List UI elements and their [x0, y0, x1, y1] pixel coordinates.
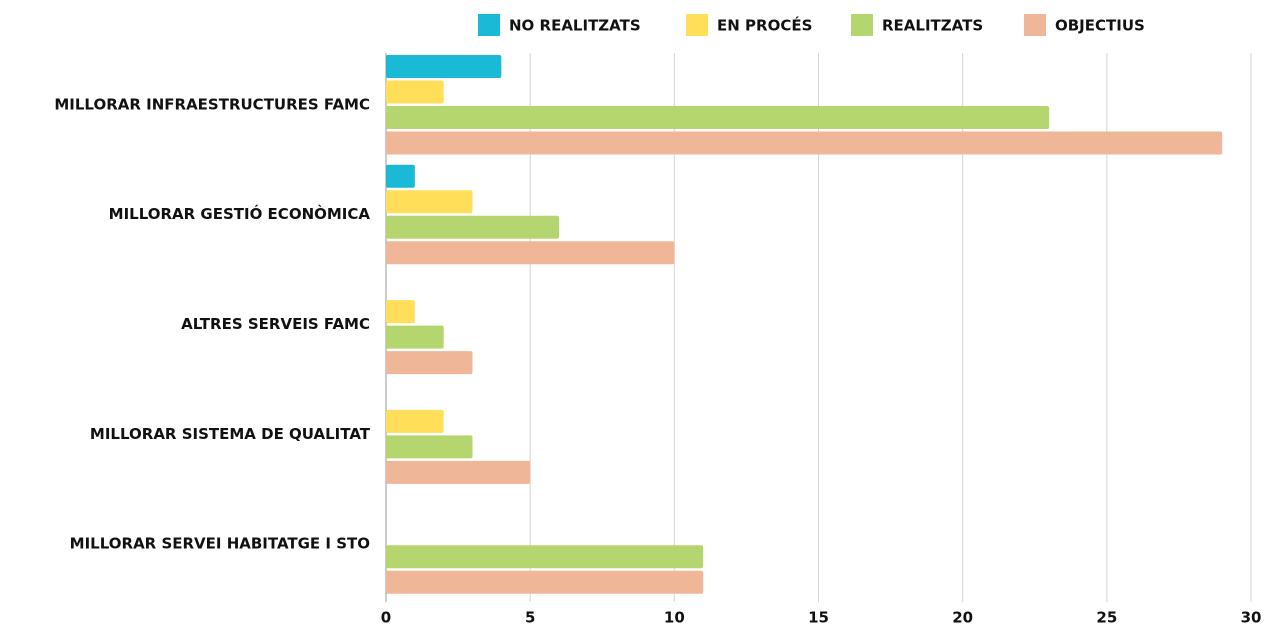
x-tick-label: 30	[1241, 609, 1262, 627]
legend-swatch	[686, 14, 708, 36]
bar	[386, 55, 502, 78]
x-tick-label: 25	[1096, 609, 1117, 627]
x-tick-label: 20	[952, 609, 973, 627]
y-tick-label: MILLORAR SISTEMA DE QUALITAT	[90, 425, 371, 443]
bar	[386, 325, 444, 349]
bar	[386, 435, 473, 459]
bar	[386, 190, 473, 214]
legend-label: OBJECTIUS	[1055, 17, 1145, 35]
bar	[386, 131, 1223, 155]
bar	[386, 164, 415, 188]
x-tick-label: 0	[381, 609, 391, 627]
bar	[386, 300, 415, 324]
bar	[386, 241, 675, 265]
bar	[386, 106, 1050, 129]
bar	[386, 351, 473, 375]
legend-label: REALITZATS	[882, 17, 983, 35]
y-tick-label: ALTRES SERVEIS FAMC	[181, 315, 370, 333]
y-tick-label: MILLORAR SERVEI HABITATGE I STO	[70, 535, 370, 553]
bar	[386, 570, 704, 594]
y-tick-label: MILLORAR INFRAESTRUCTURES FAMC	[54, 95, 370, 113]
y-tick-label: MILLORAR GESTIÓ ECONÒMICA	[109, 204, 371, 223]
x-tick-label: 5	[525, 609, 535, 627]
bar	[386, 215, 559, 239]
bar	[386, 545, 704, 569]
bar	[386, 460, 531, 484]
legend-label: NO REALITZATS	[509, 17, 641, 35]
legend-swatch	[478, 14, 500, 36]
bar	[386, 80, 444, 104]
x-tick-label: 10	[664, 609, 685, 627]
legend-label: EN PROCÉS	[717, 16, 812, 35]
legend-swatch	[1024, 14, 1046, 36]
x-tick-label: 15	[808, 609, 829, 627]
legend-swatch	[851, 14, 873, 36]
bar	[386, 409, 444, 433]
